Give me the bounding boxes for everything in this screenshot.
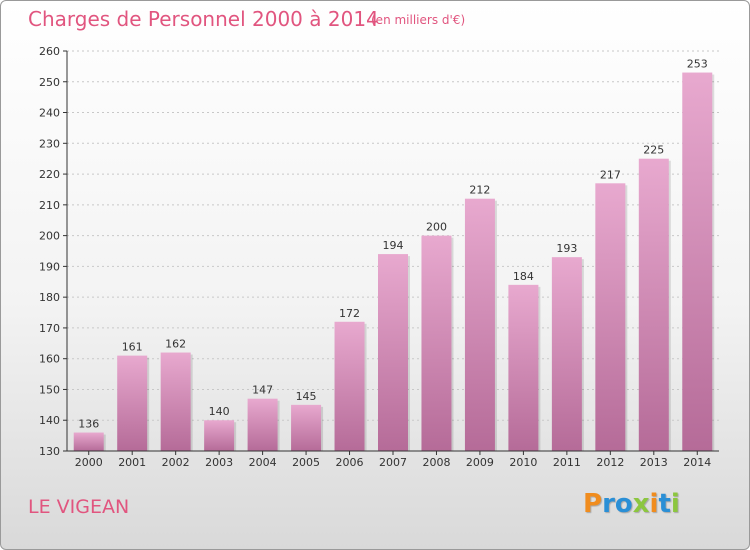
bar (378, 254, 408, 451)
data-label: 136 (78, 418, 99, 431)
bar (204, 420, 235, 451)
x-tick-label: 2000 (75, 456, 103, 469)
y-tick-label: 220 (39, 168, 60, 181)
data-label: 193 (556, 242, 577, 255)
axes (63, 50, 719, 455)
x-tick-label: 2006 (336, 456, 364, 469)
x-tick-label: 2012 (596, 456, 624, 469)
x-tick-label: 2014 (683, 456, 711, 469)
y-tick-label: 140 (39, 414, 60, 427)
data-label: 212 (469, 184, 490, 197)
data-label: 140 (209, 405, 230, 418)
y-tick-label: 260 (39, 45, 60, 58)
x-tick-label: 2009 (466, 456, 494, 469)
data-label: 184 (513, 270, 534, 283)
x-tick-label: 2003 (205, 456, 233, 469)
bar (682, 72, 713, 452)
labels: 130 140 150 160 170 180 190 200 210 220 230 240 250 2… (39, 45, 711, 469)
data-label: 161 (122, 341, 143, 354)
proxiti-logo: Proxiti (583, 489, 680, 519)
y-tick-label: 250 (39, 76, 60, 89)
data-label: 200 (426, 221, 447, 234)
data-label: 225 (643, 144, 664, 157)
commune-name: LE VIGEAN (28, 496, 130, 518)
x-tick-label: 2010 (509, 456, 537, 469)
x-tick-label: 2007 (379, 456, 407, 469)
bar (464, 198, 495, 451)
y-tick-label: 170 (39, 322, 60, 335)
chart-title: Charges de Personnel 2000 à 2014 (28, 7, 379, 31)
y-tick-label: 200 (39, 230, 60, 243)
y-tick-label: 230 (39, 137, 60, 150)
bar (291, 404, 322, 451)
x-tick-label: 2005 (292, 456, 320, 469)
bar (508, 284, 539, 451)
bar (73, 432, 104, 451)
chart-subtitle: (en milliers d'€) (371, 13, 466, 27)
x-tick-label: 2008 (422, 456, 450, 469)
bar (334, 321, 365, 451)
y-tick-label: 150 (39, 383, 60, 396)
data-label: 253 (687, 58, 708, 71)
x-tick-label: 2004 (249, 456, 277, 469)
x-tick-label: 2002 (162, 456, 190, 469)
data-label: 194 (383, 239, 404, 252)
y-tick-label: 210 (39, 199, 60, 212)
bars (73, 72, 715, 452)
bar (160, 352, 191, 451)
logo-letter: x (632, 489, 650, 519)
logo-letter: P (583, 489, 603, 519)
data-label: 162 (165, 338, 186, 351)
logo-letter: r (602, 489, 615, 519)
logo-letter: i (649, 489, 659, 519)
y-tick-label: 190 (39, 260, 60, 273)
y-tick-label: 160 (39, 353, 60, 366)
data-label: 172 (339, 307, 360, 320)
bar (247, 398, 278, 451)
data-label: 147 (252, 384, 273, 397)
logo-letter: o (614, 489, 633, 519)
data-label: 217 (600, 168, 621, 181)
y-tick-label: 130 (39, 445, 60, 458)
bar (117, 355, 148, 451)
y-tick-label: 240 (39, 107, 60, 120)
logo-letter: t (658, 489, 671, 519)
y-tick-label: 180 (39, 291, 60, 304)
x-tick-label: 2001 (118, 456, 146, 469)
x-tick-label: 2011 (553, 456, 581, 469)
bar (551, 257, 582, 451)
x-tick-label: 2013 (640, 456, 668, 469)
bar (638, 158, 669, 451)
bar (595, 183, 626, 452)
data-label: 145 (296, 390, 317, 403)
bar (421, 235, 452, 451)
logo-letter: i (670, 489, 680, 519)
